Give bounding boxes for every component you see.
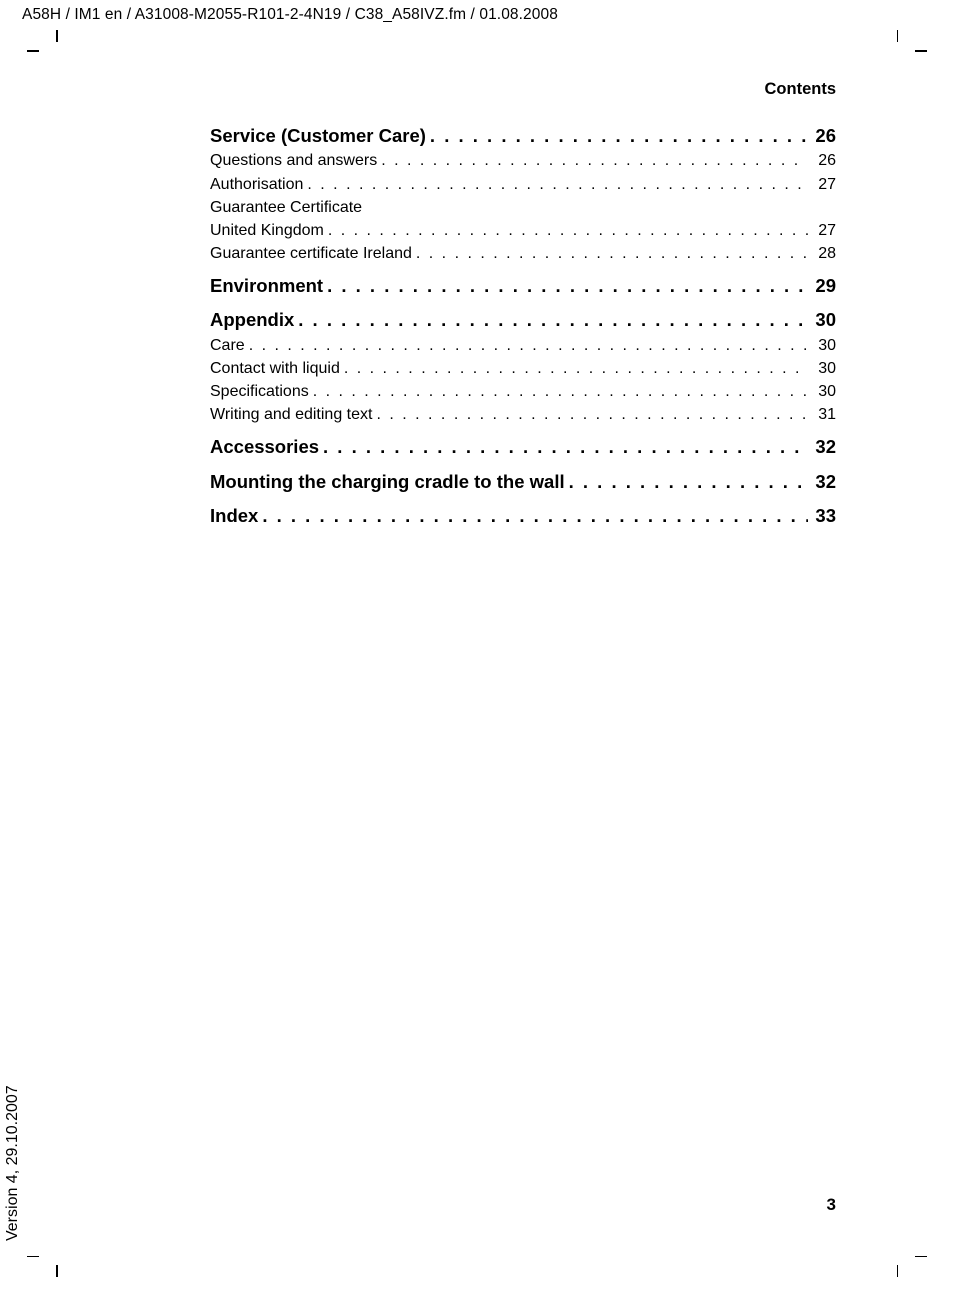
toc-label: Appendix	[210, 308, 294, 332]
crop-mark	[27, 1256, 39, 1258]
section-title: Contents	[765, 80, 837, 99]
crop-mark	[897, 1265, 899, 1277]
toc-leader	[309, 381, 808, 402]
document-header: A58H / IM1 en / A31008-M2055-R101-2-4N19…	[22, 6, 558, 24]
toc-page: 32	[808, 435, 836, 459]
toc-entry: Service (Customer Care) 26	[210, 124, 836, 148]
toc-page: 30	[808, 381, 836, 402]
toc-page: 26	[808, 150, 836, 171]
toc-label: Service (Customer Care)	[210, 124, 426, 148]
toc-entry: Mounting the charging cradle to the wall…	[210, 470, 836, 494]
toc-entry: Care 30	[210, 335, 836, 356]
toc-label: Mounting the charging cradle to the wall	[210, 470, 565, 494]
toc-entry: Authorisation 27	[210, 174, 836, 195]
toc-label: Specifications	[210, 381, 309, 402]
toc-entry: Questions and answers 26	[210, 150, 836, 171]
toc-page: 26	[808, 124, 836, 148]
toc-leader	[340, 358, 808, 379]
crop-mark	[915, 1256, 927, 1258]
toc-leader	[324, 220, 808, 241]
toc-entry: Guarantee Certificate	[210, 197, 836, 218]
toc-page: 33	[808, 504, 836, 528]
toc-entry: Writing and editing text 31	[210, 404, 836, 425]
toc-page: 31	[808, 404, 836, 425]
page-number: 3	[827, 1195, 836, 1215]
toc-page: 27	[808, 220, 836, 241]
toc-entry: Specifications 30	[210, 381, 836, 402]
toc-label: Writing and editing text	[210, 404, 372, 425]
toc-entry: Environment 29	[210, 274, 836, 298]
toc-page: 30	[808, 308, 836, 332]
toc-page: 32	[808, 470, 836, 494]
toc-gap	[210, 300, 836, 308]
toc-label: Guarantee certificate Ireland	[210, 243, 412, 264]
crop-mark	[56, 30, 58, 42]
toc-label: Environment	[210, 274, 323, 298]
crop-mark	[915, 50, 927, 52]
toc-leader	[412, 243, 808, 264]
toc-page: 30	[808, 335, 836, 356]
crop-mark	[897, 30, 899, 42]
toc-leader	[323, 274, 808, 298]
toc-leader	[319, 435, 808, 459]
toc-leader	[258, 504, 808, 528]
toc-leader	[245, 335, 808, 356]
toc-entry: Index 33	[210, 504, 836, 528]
toc-label: Accessories	[210, 435, 319, 459]
toc-page: 28	[808, 243, 836, 264]
toc-entry: United Kingdom 27	[210, 220, 836, 241]
toc-label: Index	[210, 504, 258, 528]
toc-leader	[565, 470, 808, 494]
toc-page: 30	[808, 358, 836, 379]
toc-label: United Kingdom	[210, 220, 324, 241]
toc-entry: Accessories 32	[210, 435, 836, 459]
toc-gap	[210, 462, 836, 470]
toc-label: Guarantee Certificate	[210, 197, 362, 218]
toc-leader	[372, 404, 808, 425]
toc-entry: Guarantee certificate Ireland 28	[210, 243, 836, 264]
toc-page: 29	[808, 274, 836, 298]
version-footer: Version 4, 29.10.2007	[4, 1085, 22, 1241]
toc-leader	[294, 308, 808, 332]
toc-entry: Appendix 30	[210, 308, 836, 332]
toc-leader	[303, 174, 808, 195]
toc-gap	[210, 427, 836, 435]
toc-gap	[210, 266, 836, 274]
toc-page: 27	[808, 174, 836, 195]
toc-label: Care	[210, 335, 245, 356]
toc-label: Authorisation	[210, 174, 303, 195]
toc-gap	[210, 496, 836, 504]
crop-mark	[27, 50, 39, 52]
table-of-contents: Service (Customer Care)26Questions and a…	[210, 124, 836, 530]
toc-label: Contact with liquid	[210, 358, 340, 379]
toc-leader	[426, 124, 808, 148]
toc-label: Questions and answers	[210, 150, 377, 171]
toc-leader	[377, 150, 808, 171]
crop-mark	[56, 1265, 58, 1277]
toc-entry: Contact with liquid 30	[210, 358, 836, 379]
